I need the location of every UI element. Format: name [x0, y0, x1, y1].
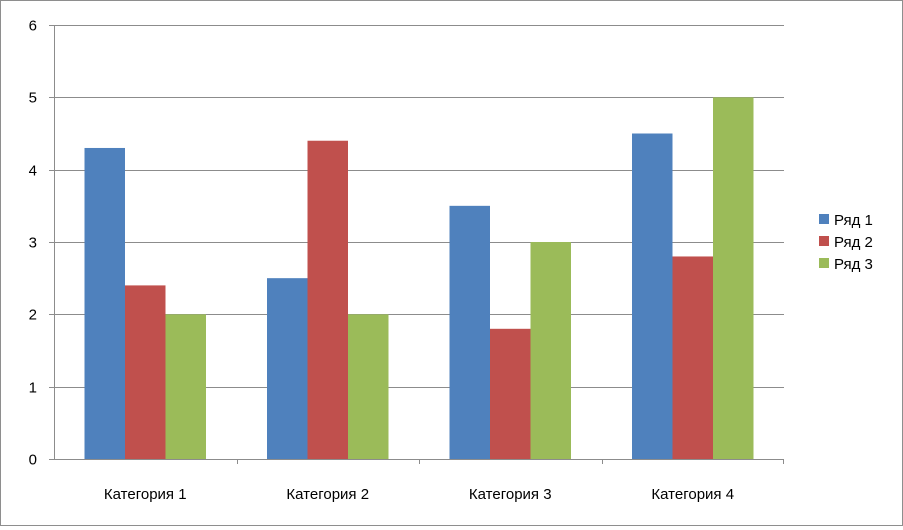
y-tick-label: 4 [29, 163, 37, 180]
y-tick-label: 3 [29, 235, 37, 252]
bar-series2-cat3 [490, 328, 531, 459]
legend-label: Ряд 1 [834, 212, 873, 229]
bar-series3-cat1 [165, 314, 206, 459]
x-category-label: Категория 1 [104, 486, 187, 503]
y-tick-label: 2 [29, 307, 37, 324]
x-category-labels: Категория 1 Категория 2 Категория 3 Категор… [104, 486, 734, 503]
legend-item-2: Ряд 2 [819, 234, 873, 251]
bar-series3-cat4 [713, 97, 754, 459]
bar-series2-cat1 [125, 285, 166, 459]
legend-label: Ряд 3 [834, 256, 873, 273]
legend-item-3: Ряд 3 [819, 256, 873, 273]
x-category-label: Категория 4 [651, 486, 734, 503]
y-tick-labels: 0 1 2 3 4 5 6 [29, 18, 37, 469]
bar-series2-cat2 [307, 140, 348, 459]
bars [84, 97, 754, 459]
bar-series3-cat3 [530, 242, 571, 459]
y-tick-label: 0 [29, 452, 37, 469]
legend-item-1: Ряд 1 [819, 212, 873, 229]
bar-series1-cat4 [632, 133, 673, 459]
bar-series1-cat2 [267, 278, 308, 459]
y-tick-label: 6 [29, 18, 37, 35]
x-category-label: Категория 3 [469, 486, 552, 503]
x-category-label: Категория 2 [286, 486, 369, 503]
legend-swatch [819, 258, 829, 268]
y-tick-label: 5 [29, 90, 37, 107]
bar-series1-cat1 [84, 147, 125, 459]
bar-series2-cat4 [672, 256, 713, 459]
legend-swatch [819, 214, 829, 224]
bar-series1-cat3 [449, 205, 490, 459]
legend: Ряд 1 Ряд 2 Ряд 3 [819, 212, 873, 273]
legend-label: Ряд 2 [834, 234, 873, 251]
bar-series3-cat2 [348, 314, 389, 459]
y-tick-label: 1 [29, 380, 37, 397]
axes [49, 25, 784, 464]
legend-swatch [819, 236, 829, 246]
